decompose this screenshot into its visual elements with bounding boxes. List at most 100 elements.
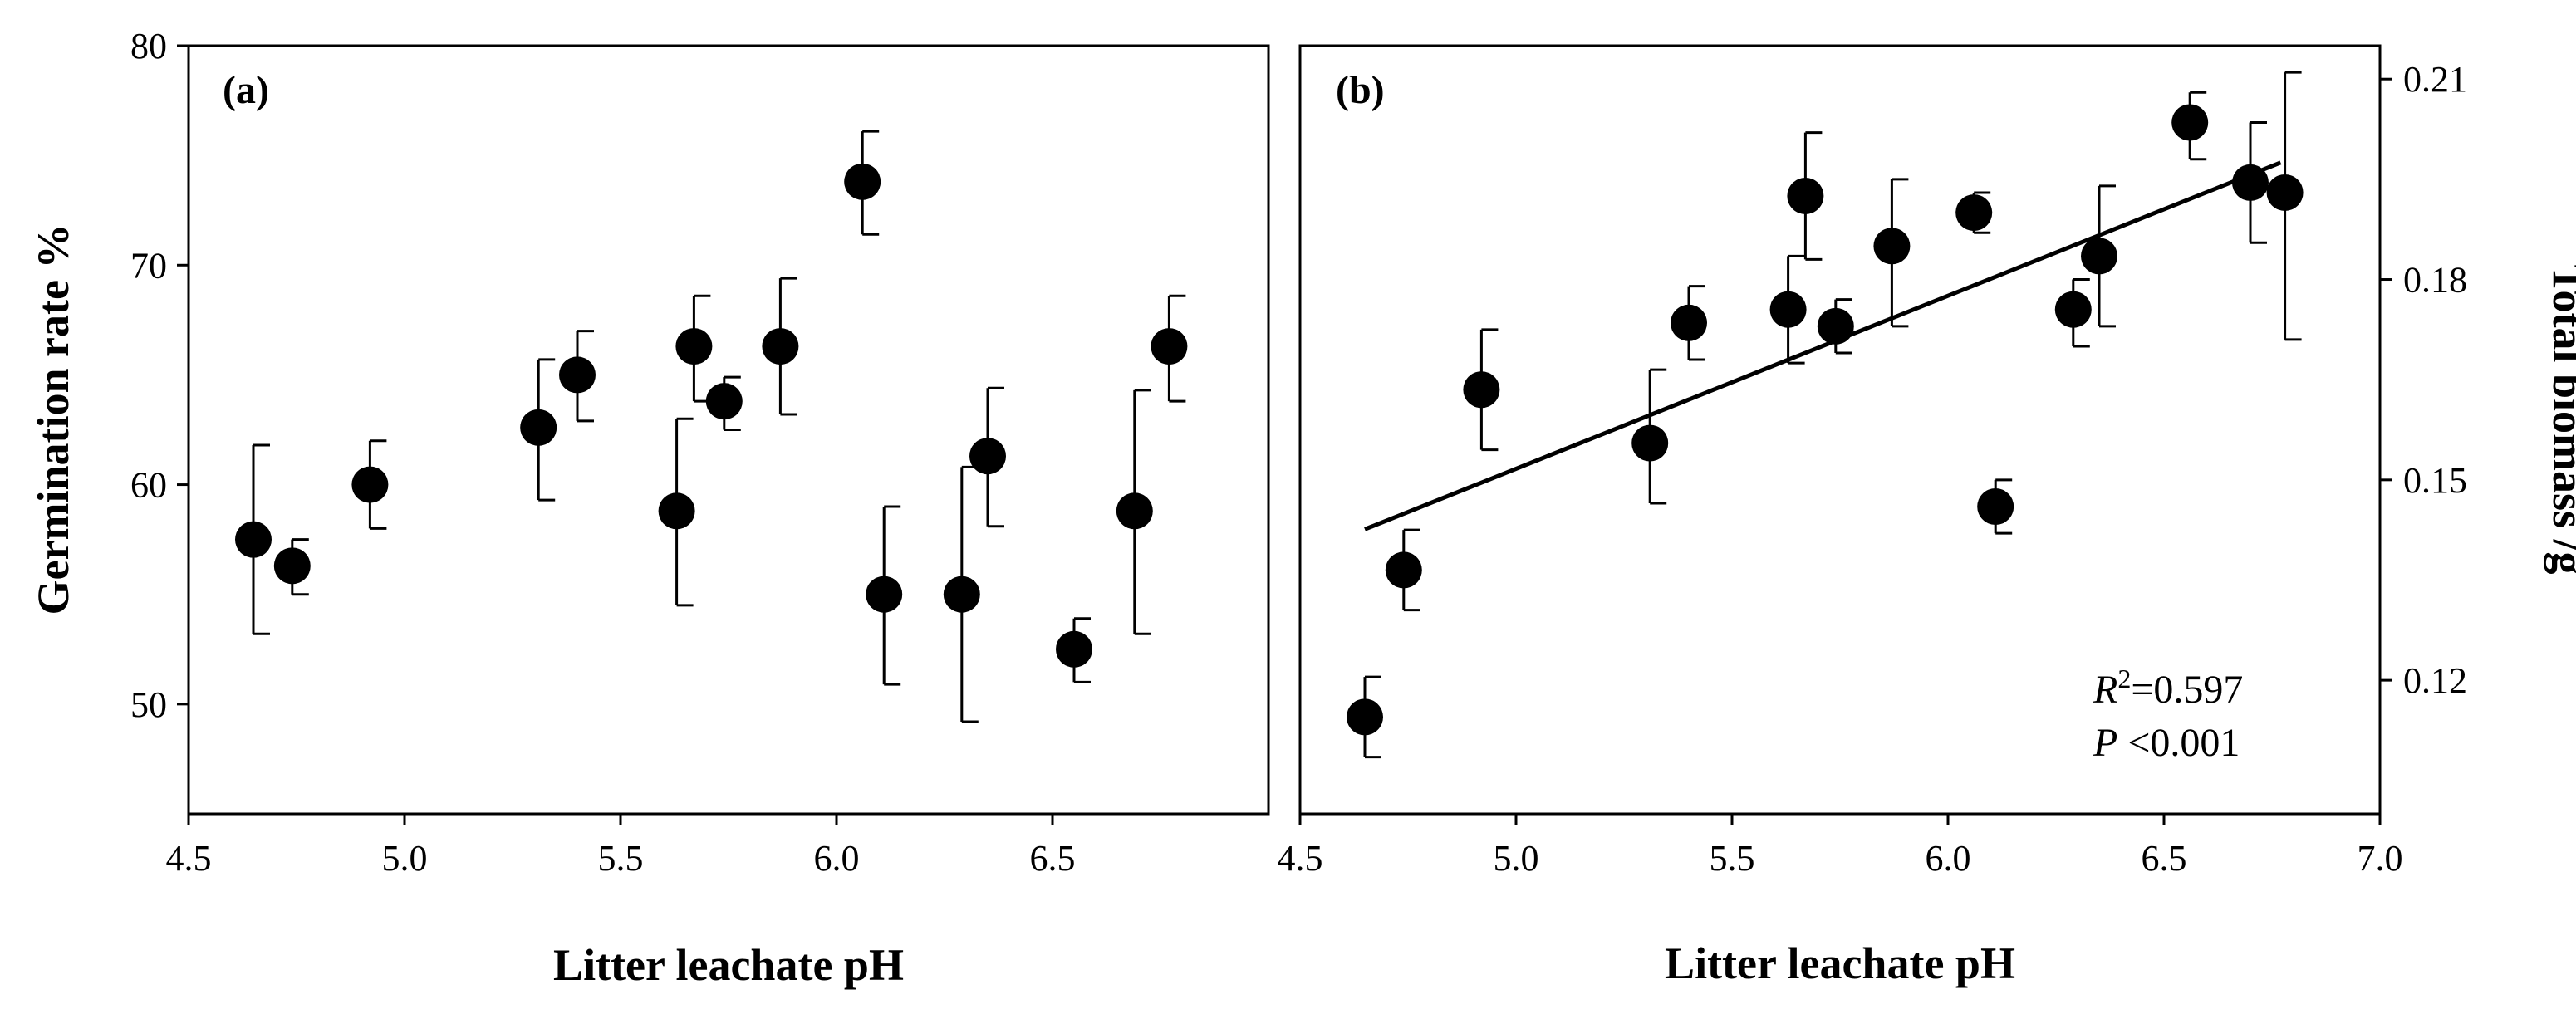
scatter-marker: [866, 576, 903, 613]
data-point: [1151, 294, 1188, 403]
y-tick-label: 70: [130, 245, 167, 286]
panel-b-p-stat: P <0.001: [2093, 721, 2240, 765]
x-tick-label: 6.0: [814, 838, 860, 879]
y-tick-label: 0.21: [2403, 59, 2467, 100]
data-point: [675, 294, 713, 403]
y-tick-label: 80: [130, 26, 167, 66]
scatter-marker: [675, 328, 713, 365]
data-point: [762, 277, 799, 416]
panel-b-x-axis-title: Litter leachate pH: [1665, 938, 2015, 988]
data-point: [943, 465, 980, 723]
x-tick-label: 7.0: [2358, 838, 2403, 879]
scatter-marker: [235, 521, 272, 558]
x-tick-label: 6.5: [2142, 838, 2187, 879]
y-tick-label: 0.15: [2403, 460, 2467, 501]
data-point: [1385, 528, 1422, 612]
data-point: [235, 443, 272, 635]
data-point: [351, 439, 389, 530]
panel-a-label: (a): [223, 68, 269, 112]
scatter-marker: [1955, 194, 1993, 232]
scatter-marker: [2266, 174, 2304, 211]
data-point: [969, 386, 1006, 528]
panel-b-x-ticks: 4.5 5.0 5.5 6.0 6.5 7.0: [1278, 814, 2403, 879]
data-point: [658, 417, 695, 607]
panel-b: (b) Litter leachate pH Total biomass /g …: [1278, 44, 2576, 988]
data-point: [844, 130, 881, 236]
panel-b-y-ticks: 0.12 0.15 0.18 0.21: [2380, 59, 2467, 701]
data-point: [1873, 178, 1911, 328]
data-point: [2171, 91, 2209, 161]
scatter-marker: [1116, 492, 1153, 530]
data-point: [1116, 389, 1153, 635]
panel-b-regression-line: [1364, 160, 2282, 531]
panel-a-x-ticks: 4.5 5.0 5.5 6.0 6.5: [166, 814, 1076, 879]
data-point: [1955, 191, 1993, 234]
scatter-marker: [1787, 177, 1824, 214]
panel-b-r2-stat: R2=0.597: [2093, 664, 2243, 712]
data-point: [2232, 121, 2269, 244]
data-point: [866, 505, 903, 686]
scatter-marker: [1631, 424, 1669, 462]
y-tick-label: 0.12: [2403, 660, 2467, 701]
panel-a-data-points: [235, 130, 1188, 723]
data-point: [2054, 278, 2092, 348]
data-point: [1787, 131, 1824, 261]
scatter-marker: [1463, 371, 1500, 409]
panel-a-frame: [187, 44, 1270, 816]
data-point: [520, 358, 557, 502]
scatter-marker: [2054, 291, 2092, 328]
scatter-marker: [844, 163, 881, 200]
scatter-marker: [273, 547, 311, 585]
p-prefix: P: [2093, 721, 2117, 765]
scatter-marker: [1056, 630, 1092, 668]
scatter-marker: [2081, 238, 2117, 275]
scatter-marker: [2171, 104, 2209, 141]
x-tick-label: 4.5: [1278, 838, 1323, 879]
x-tick-label: 4.5: [166, 838, 212, 879]
data-point: [1347, 675, 1383, 759]
x-tick-label: 5.5: [1710, 838, 1755, 879]
scatter-marker: [520, 409, 557, 446]
scatter-marker: [1769, 291, 1807, 328]
data-point: [559, 330, 596, 423]
scatter-marker: [351, 466, 389, 503]
x-tick-label: 5.0: [382, 838, 428, 879]
scatter-marker: [969, 438, 1006, 475]
r2-value: =0.597: [2131, 668, 2243, 712]
scatter-marker: [1977, 488, 2014, 525]
panel-b-frame: [1298, 44, 2382, 816]
scatter-marker: [1817, 307, 1854, 345]
x-tick-label: 5.0: [1494, 838, 1539, 879]
data-point: [705, 375, 743, 431]
p-value: <0.001: [2117, 721, 2240, 765]
scatter-marker: [2232, 164, 2269, 201]
scatter-marker: [1347, 698, 1383, 736]
y-tick-label: 0.18: [2403, 260, 2467, 301]
data-point: [273, 538, 311, 596]
panel-a: (a) Litter leachate pH Germination rate …: [28, 26, 1270, 990]
data-point: [1671, 285, 1707, 361]
x-tick-label: 6.0: [1926, 838, 1971, 879]
data-point: [1631, 368, 1669, 505]
scatter-marker: [1873, 228, 1911, 265]
panel-b-y-axis-title: Total biomass /g: [2544, 264, 2576, 574]
scatter-marker: [705, 383, 743, 420]
data-point: [2081, 184, 2117, 328]
panel-b-data-points: [1347, 71, 2304, 759]
scatter-marker: [559, 356, 596, 394]
data-point: [1769, 254, 1807, 365]
data-point: [1817, 298, 1854, 355]
scatter-marker: [1671, 304, 1707, 341]
r2-superscript: 2: [2117, 664, 2131, 693]
scatter-marker: [1151, 328, 1188, 365]
x-tick-label: 6.5: [1030, 838, 1076, 879]
panel-a-y-axis-title: Germination rate %: [28, 224, 78, 615]
y-tick-label: 60: [130, 465, 167, 506]
r2-prefix: R: [2093, 668, 2117, 712]
panel-a-x-axis-title: Litter leachate pH: [553, 940, 904, 990]
x-tick-label: 5.5: [598, 838, 644, 879]
data-point: [1056, 617, 1092, 683]
panel-b-label: (b): [1336, 68, 1385, 112]
scatter-marker: [943, 576, 980, 613]
